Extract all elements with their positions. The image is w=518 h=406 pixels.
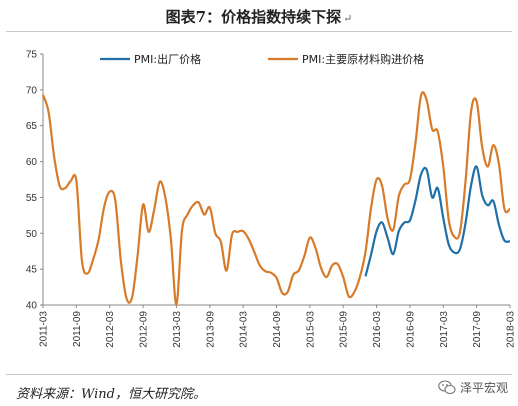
x-tick-label-2011-09: 2011-09 bbox=[72, 311, 83, 347]
x-tick-label-2018-03: 2018-03 bbox=[506, 311, 517, 348]
chart-legend: PMI:出厂价格 PMI:主要原材料购进价格 bbox=[100, 52, 424, 66]
x-tick-label-2016-09: 2016-09 bbox=[405, 311, 416, 348]
series-line-1 bbox=[41, 91, 511, 306]
watermark-text: 泽平宏观 bbox=[459, 381, 508, 395]
y-tick-label-70: 70 bbox=[26, 85, 38, 96]
x-tick-label-2011-03: 2011-03 bbox=[39, 311, 50, 347]
y-axis-tick-labels: 40 45 50 55 60 65 70 75 bbox=[26, 50, 38, 312]
x-tick-label-2012-09: 2012-09 bbox=[139, 311, 150, 348]
series-lines bbox=[41, 91, 511, 306]
return-mark: ↵ bbox=[343, 12, 353, 25]
footer: 资料来源：Wind，恒大研究院。 泽平宏观 bbox=[6, 374, 512, 403]
x-tick-label-2017-09: 2017-09 bbox=[472, 311, 483, 348]
series-line-0 bbox=[364, 165, 511, 277]
y-tick-label-60: 60 bbox=[26, 157, 38, 168]
legend-label-0: PMI:出厂价格 bbox=[134, 52, 201, 66]
x-tick-label-2014-09: 2014-09 bbox=[272, 311, 283, 348]
x-tick-label-2012-03: 2012-03 bbox=[105, 311, 116, 348]
y-tick-label-50: 50 bbox=[26, 229, 38, 240]
x-tick-label-2013-09: 2013-09 bbox=[205, 311, 216, 348]
y-tick-label-65: 65 bbox=[26, 121, 38, 132]
x-tick-label-2014-03: 2014-03 bbox=[239, 311, 250, 348]
x-tick-label-2017-03: 2017-03 bbox=[439, 311, 450, 348]
x-tick-label-2015-09: 2015-09 bbox=[339, 311, 350, 348]
y-tick-label-40: 40 bbox=[26, 301, 38, 312]
x-tick-label-2015-03: 2015-03 bbox=[305, 311, 316, 348]
x-axis-tick-labels: 2011-03 2011-09 2012-03 2012-09 2013-03 2013-… bbox=[39, 311, 517, 348]
legend-label-1: PMI:主要原材料购进价格 bbox=[302, 52, 424, 66]
title-divider bbox=[6, 31, 512, 32]
x-tick-label-2013-03: 2013-03 bbox=[172, 311, 183, 348]
y-tick-label-55: 55 bbox=[26, 193, 38, 204]
x-tick-label-2016-03: 2016-03 bbox=[372, 311, 383, 348]
watermark: 泽平宏观 bbox=[438, 379, 508, 396]
page-title: 图表7：价格指数持续下探 ↵ bbox=[0, 6, 518, 27]
chart-axes bbox=[40, 53, 511, 308]
source-note: 资料来源：Wind，恒大研究院。 bbox=[16, 387, 206, 402]
page-title-text: 图表7：价格指数持续下探 bbox=[165, 8, 342, 26]
y-tick-label-45: 45 bbox=[26, 265, 38, 276]
y-tick-label-75: 75 bbox=[26, 50, 38, 61]
wechat-icon bbox=[438, 380, 456, 395]
